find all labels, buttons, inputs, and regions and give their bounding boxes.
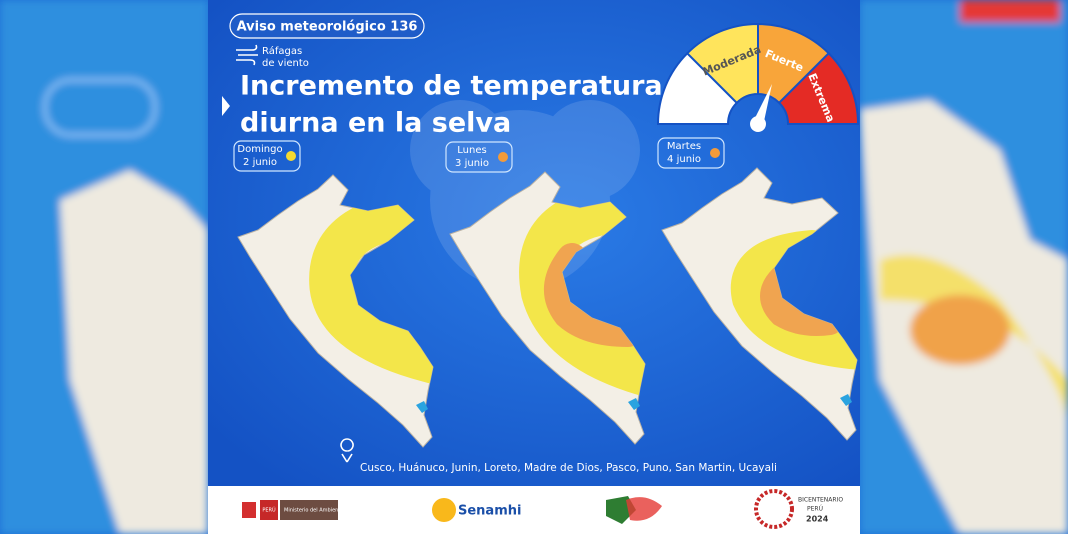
- ministry-name: Ministerio del Ambiente: [284, 508, 343, 514]
- regions: Cusco, Huánuco, Junin, Loreto, Madre de …: [360, 462, 777, 474]
- title: Incremento de temperatura: [240, 71, 663, 102]
- day-badge: Domingo 2 junio: [233, 140, 301, 172]
- day-map: [449, 171, 646, 445]
- alert-zone: [760, 265, 843, 336]
- maps: Domingo 2 junio Lunes 3 junio Martes 4 junio: [233, 137, 858, 448]
- alert-zone: [543, 243, 643, 347]
- bicentenary-logo: [754, 489, 794, 529]
- day-alert-dot: [286, 151, 296, 161]
- bicentenary-label: BICENTENARIO: [798, 497, 843, 504]
- bicentenary-label: PERÚ: [807, 506, 823, 513]
- alert-zones: [309, 190, 433, 384]
- lake: [840, 394, 852, 406]
- title: diurna en la selva: [240, 108, 511, 139]
- alert-zones: [519, 184, 645, 396]
- day-name: Lunes: [457, 145, 486, 156]
- day-badge-frame: [445, 141, 513, 173]
- day-badge-frame: [657, 137, 725, 169]
- day-date: 2 junio: [243, 157, 277, 168]
- location-icon: [340, 438, 354, 463]
- title-arrow: [222, 96, 230, 116]
- logo-shield: [242, 502, 256, 518]
- wind-icon: [236, 44, 258, 66]
- day-date: 3 junio: [455, 158, 489, 169]
- wind-label: Ráfagas: [262, 45, 302, 57]
- day-alert-dot: [710, 148, 720, 158]
- lake: [628, 398, 640, 410]
- alert-zone: [309, 190, 433, 384]
- alert-zone: [730, 230, 857, 370]
- gauge-needle: [753, 84, 772, 126]
- day-map: [661, 167, 858, 441]
- lake: [416, 401, 428, 413]
- notice-badge: [229, 13, 425, 39]
- day-map: [237, 174, 434, 448]
- agency-name: Senamhi: [458, 504, 521, 519]
- wind-label: de viento: [262, 58, 309, 69]
- day-badge: Lunes 3 junio: [445, 141, 513, 173]
- gauge-segment: [777, 51, 860, 125]
- logo-box: [260, 500, 278, 520]
- day-alert-dot: [498, 152, 508, 162]
- day-name: Domingo: [237, 144, 282, 155]
- day-name: Martes: [667, 141, 701, 152]
- alert-zones: [730, 230, 857, 370]
- purche-logo: [626, 497, 662, 521]
- day-badge-frame: [233, 140, 301, 172]
- day-date: 4 junio: [667, 154, 701, 165]
- bicentenary-year: 2024: [806, 515, 829, 524]
- ministry-country: PERÚ: [262, 507, 276, 514]
- gauge-hub: [750, 116, 766, 132]
- day-badge: Martes 4 junio: [657, 137, 725, 169]
- agency-sun: [432, 498, 456, 522]
- ministry-box: [280, 500, 338, 520]
- notice: Aviso meteorológico 136: [237, 20, 418, 35]
